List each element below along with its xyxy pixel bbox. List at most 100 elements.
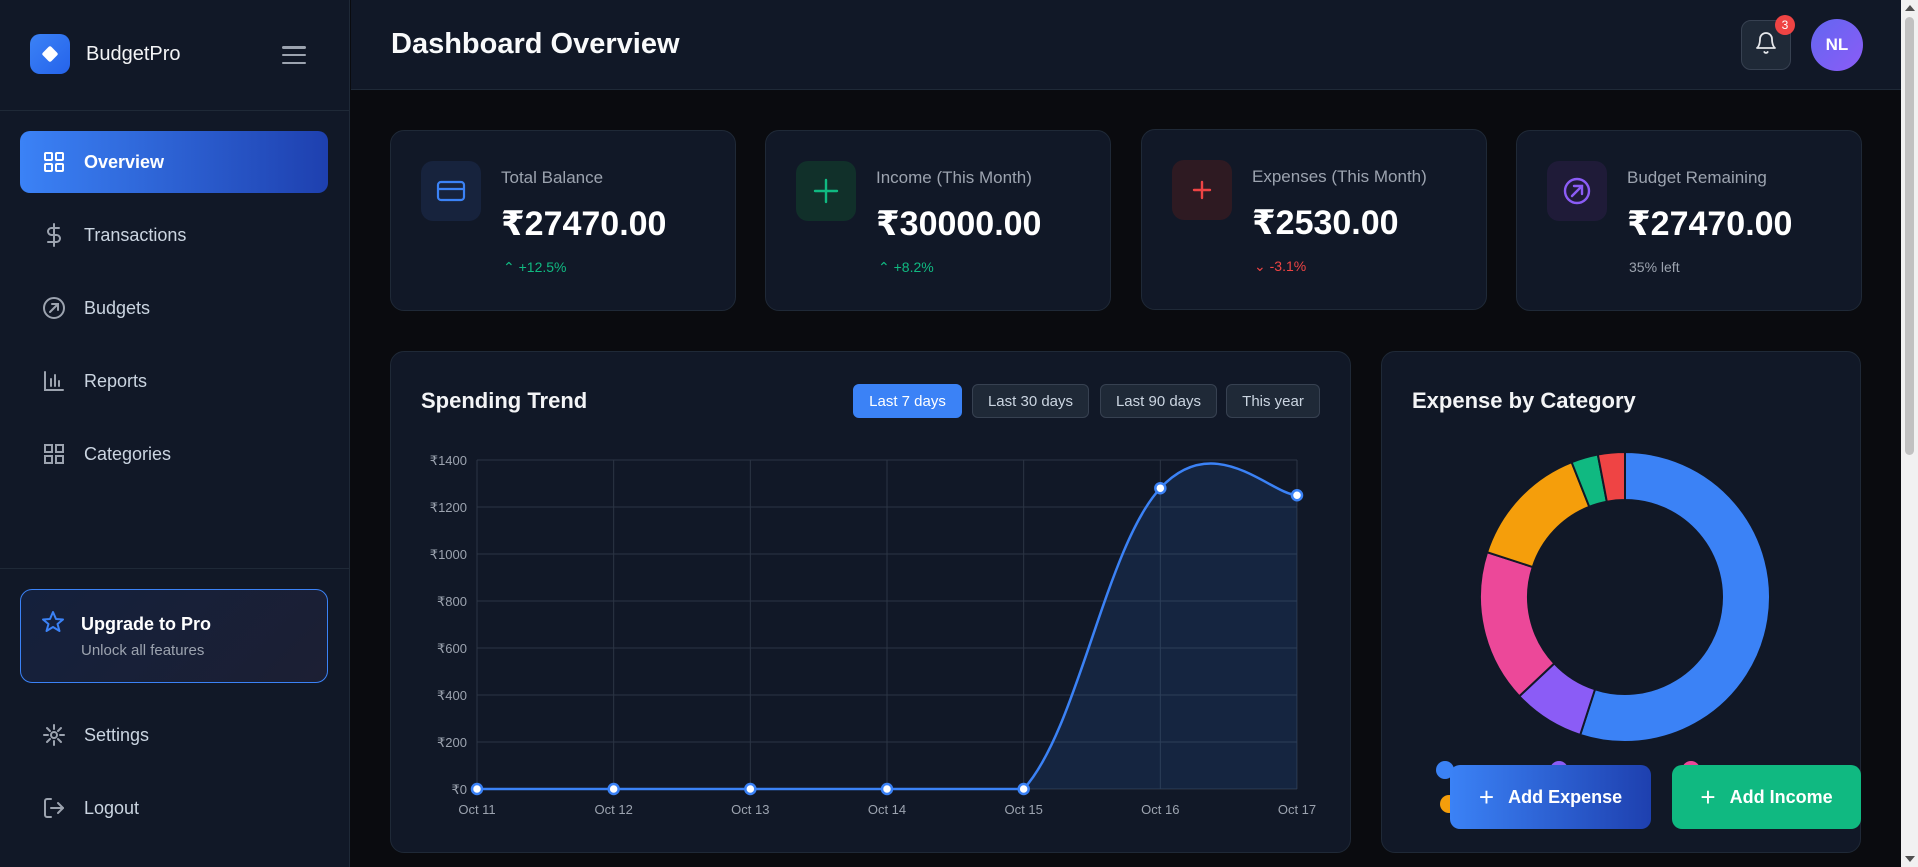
y-tick-label: ₹0: [451, 782, 467, 797]
expense-category-chart: [1479, 450, 1771, 743]
sidebar-item-label: Reports: [84, 370, 148, 391]
stat-change: ⌃ +12.5%: [503, 259, 567, 276]
x-tick-label: Oct 15: [1005, 802, 1043, 817]
x-tick-label: Oct 11: [458, 802, 495, 817]
page-title: Dashboard Overview: [391, 28, 680, 60]
stat-title: Budget Remaining: [1627, 168, 1767, 187]
plus-icon: [796, 161, 856, 221]
chevron-down-icon: ⌄: [1254, 258, 1270, 274]
stat-card-expenses: Expenses (This Month) ₹2530.00 ⌄ -3.1%: [1141, 129, 1487, 310]
y-tick-label: ₹800: [437, 594, 467, 609]
stat-title: Expenses (This Month): [1252, 167, 1427, 186]
brand-name: BudgetPro: [86, 42, 181, 65]
notification-badge: 3: [1775, 15, 1795, 35]
stat-change: ⌃ +8.2%: [878, 259, 934, 276]
plus-icon: +: [1700, 782, 1716, 812]
range-button-last-90-days[interactable]: Last 90 days: [1100, 384, 1217, 418]
add-expense-button[interactable]: + Add Expense: [1450, 765, 1651, 829]
sidebar-divider: [0, 110, 350, 111]
target-icon: [42, 296, 66, 320]
logout-icon: [42, 796, 66, 820]
chevron-up-icon: ⌃: [878, 259, 894, 275]
sidebar-item-label: Transactions: [84, 224, 187, 245]
donut-slice: [1485, 460, 1591, 569]
spending-trend-chart: ₹0 ₹200 ₹400 ₹600 ₹800 ₹1000 ₹1200 ₹1400 Oct 11 O…: [430, 453, 1316, 817]
sidebar-item-budgets[interactable]: Budgets: [20, 277, 328, 339]
stat-change-value: 35% left: [1629, 259, 1680, 275]
donut-slice: [1479, 550, 1556, 698]
scroll-down-icon[interactable]: [1905, 856, 1915, 862]
grid-icon: [42, 442, 66, 466]
stat-change-value: +8.2%: [893, 259, 934, 275]
avatar[interactable]: NL: [1811, 19, 1863, 71]
sidebar-item-transactions[interactable]: Transactions: [20, 204, 328, 266]
sidebar-item-label: Budgets: [84, 297, 151, 318]
upgrade-card[interactable]: Upgrade to Pro Unlock all features: [20, 589, 328, 683]
y-tick-label: ₹400: [437, 688, 467, 703]
stat-card-budget-remaining: Budget Remaining ₹27470.00 35% left: [1516, 130, 1862, 311]
sidebar-item-categories[interactable]: Categories: [20, 423, 328, 485]
x-tick-label: Oct 14: [868, 802, 906, 817]
sidebar-item-logout[interactable]: Logout: [20, 777, 328, 839]
stat-card-income: Income (This Month) ₹30000.00 ⌃ +8.2%: [765, 130, 1111, 311]
grid-icon: [42, 150, 66, 174]
stat-value: ₹2530.00: [1252, 204, 1399, 242]
y-tick-label: ₹1200: [430, 500, 467, 515]
sidebar: BudgetPro Overview Transactions Budgets …: [0, 0, 350, 867]
y-tick-label: ₹200: [437, 735, 467, 750]
brand[interactable]: BudgetPro: [30, 34, 181, 74]
stat-change: ⌄ -3.1%: [1254, 258, 1306, 275]
stat-change-value: -3.1%: [1269, 258, 1307, 274]
stat-title: Income (This Month): [876, 168, 1032, 187]
sidebar-divider: [0, 568, 350, 569]
sidebar-item-reports[interactable]: Reports: [20, 350, 328, 412]
data-point: [470, 782, 484, 796]
data-point: [1290, 489, 1304, 502]
scroll-up-icon[interactable]: [1905, 5, 1915, 11]
gear-icon: [42, 723, 66, 747]
range-button-this-year[interactable]: This year: [1226, 384, 1320, 418]
data-point: [880, 782, 894, 796]
data-point: [744, 782, 757, 796]
stat-value: ₹27470.00: [501, 205, 667, 243]
donut-slice: [1578, 450, 1771, 743]
x-tick-label: Oct 13: [731, 802, 769, 817]
donut-slice: [1596, 450, 1626, 503]
add-expense-label: Add Expense: [1508, 786, 1623, 807]
card-icon: [421, 161, 481, 221]
scrollbar-thumb[interactable]: [1905, 17, 1914, 455]
legend-marker: [1436, 761, 1454, 779]
spending-trend-panel: Spending Trend Last 7 days Last 30 days …: [390, 351, 1351, 853]
target-icon: [1547, 161, 1607, 221]
x-tick-label: Oct 16: [1141, 802, 1179, 817]
add-income-label: Add Income: [1729, 786, 1833, 807]
x-tick-label: Oct 17: [1278, 802, 1316, 817]
add-income-button[interactable]: + Add Income: [1672, 765, 1861, 829]
bell-icon: [1754, 31, 1778, 60]
star-icon: [41, 610, 65, 639]
stat-card-total-balance: Total Balance ₹27470.00 ⌃ +12.5%: [390, 130, 736, 311]
range-button-last-30-days[interactable]: Last 30 days: [972, 384, 1089, 418]
sidebar-item-settings[interactable]: Settings: [20, 704, 328, 766]
series-area: [477, 463, 1297, 789]
menu-toggle-icon[interactable]: [282, 46, 306, 64]
brand-logo-icon: [30, 34, 70, 74]
page-scrollbar[interactable]: [1901, 0, 1918, 867]
data-point: [607, 782, 620, 796]
panel-title: Spending Trend: [421, 388, 588, 413]
sidebar-item-label: Logout: [84, 797, 140, 818]
stat-value: ₹30000.00: [876, 205, 1042, 243]
panel-title: Expense by Category: [1412, 388, 1636, 413]
dollar-icon: [42, 223, 66, 247]
y-tick-label: ₹1400: [430, 453, 467, 468]
bar-chart-icon: [42, 369, 66, 393]
chevron-up-icon: ⌃: [503, 259, 519, 275]
top-header: Dashboard Overview 3 NL: [351, 0, 1901, 90]
upgrade-title: Upgrade to Pro: [81, 614, 212, 634]
range-button-last-7-days[interactable]: Last 7 days: [853, 384, 962, 418]
stat-title: Total Balance: [501, 168, 604, 187]
sidebar-item-label: Categories: [84, 443, 172, 464]
sidebar-item-overview[interactable]: Overview: [20, 131, 328, 193]
plus-icon: +: [1478, 782, 1495, 812]
sidebar-item-label: Overview: [84, 151, 165, 172]
